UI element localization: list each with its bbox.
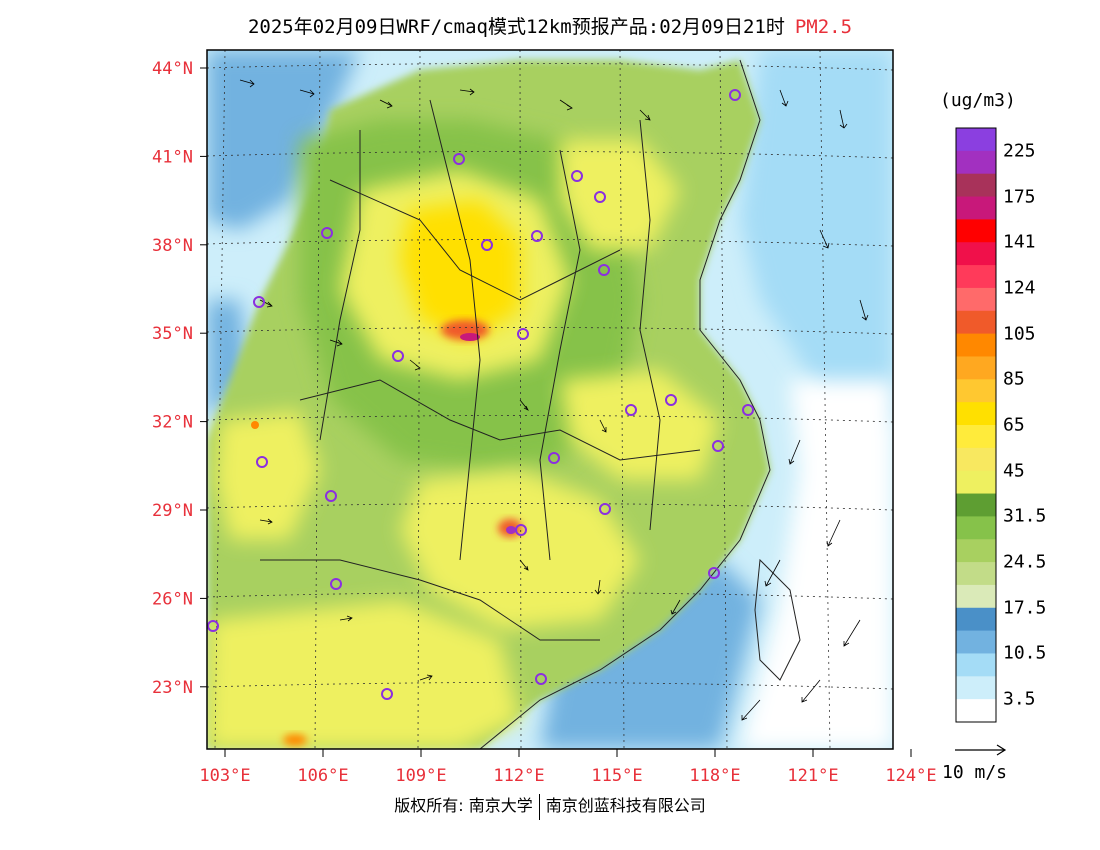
lon-tick-label: 103°E xyxy=(199,766,250,786)
pollutant-species: PM2.5 xyxy=(794,16,853,38)
colorbar-label: 31.5 xyxy=(1003,505,1047,527)
units-label: (ug/m3) xyxy=(940,90,1016,111)
colorbar-swatch xyxy=(956,402,996,426)
lon-tick-label: 112°E xyxy=(493,766,544,786)
colorbar-swatch xyxy=(956,196,996,220)
lat-tick-label: 29°N xyxy=(152,501,193,521)
latitude-axis: 44°N 41°N 38°N 35°N 32°N 29°N 26°N 23°N xyxy=(152,59,207,698)
colorbar-border xyxy=(955,127,997,723)
lat-tick-label: 32°N xyxy=(152,413,193,433)
colorbar-swatch xyxy=(956,447,996,472)
colorbar-label: 225 xyxy=(1003,140,1036,162)
reference-vector-arrow xyxy=(955,744,1007,756)
concentration-field xyxy=(207,50,893,749)
lon-tick-label: 118°E xyxy=(689,766,740,786)
colorbar-label: 3.5 xyxy=(1003,688,1036,710)
colorbar-label: 124 xyxy=(1003,277,1036,299)
colorbar-swatch xyxy=(956,173,996,198)
lon-tick-label: 124°E xyxy=(885,766,936,786)
longitude-axis: 103°E 106°E 109°E 112°E 115°E 118°E 121°E 124°E xyxy=(199,749,937,786)
colorbar-swatch xyxy=(956,128,996,152)
colorbar-swatch xyxy=(956,219,996,243)
lat-tick-label: 26°N xyxy=(152,589,193,609)
colorbar-swatch xyxy=(956,630,996,654)
colorbar-label: 45 xyxy=(1003,460,1025,482)
lon-tick-label: 115°E xyxy=(591,766,642,786)
colorbar-swatch xyxy=(956,676,996,700)
colorbar-swatch xyxy=(956,150,996,175)
colorbar-swatch xyxy=(956,333,996,357)
copyright-company: 南京创蓝科技有限公司 xyxy=(545,796,706,815)
title-text: 2025年02月09日WRF/cmaq模式12km预报产品:02月09日21时 xyxy=(247,16,785,38)
colorbar-swatch xyxy=(956,287,996,312)
lat-tick-label: 38°N xyxy=(152,236,193,256)
map-frame xyxy=(206,49,894,750)
colorbar-label: 17.5 xyxy=(1003,597,1047,619)
colorbar-label: 105 xyxy=(1003,323,1036,345)
colorbar-swatch xyxy=(956,265,996,289)
colorbar-label: 141 xyxy=(1003,231,1036,253)
lat-tick-label: 44°N xyxy=(152,59,193,79)
map-title: 2025年02月09日WRF/cmaq模式12km预报产品:02月09日21时 P… xyxy=(0,12,1100,39)
colorbar-label: 24.5 xyxy=(1003,551,1047,573)
colorbar-swatch xyxy=(956,242,996,266)
footer-separator xyxy=(538,793,540,820)
colorbar-swatch xyxy=(956,539,996,563)
lat-tick-label: 41°N xyxy=(152,147,193,167)
colorbar-swatch xyxy=(956,516,996,540)
lon-tick-label: 121°E xyxy=(787,766,838,786)
colorbar-label: 10.5 xyxy=(1003,642,1047,664)
reference-vector-label: 10 m/s xyxy=(942,762,1008,783)
lon-tick-label: 109°E xyxy=(395,766,446,786)
colorbar-swatch xyxy=(956,493,996,517)
copyright-owner: 版权所有: 南京大学 xyxy=(394,796,533,815)
lat-tick-label: 35°N xyxy=(152,324,193,344)
colorbar-swatch xyxy=(956,310,996,335)
colorbar-swatch xyxy=(956,356,996,380)
colorbar-label: 85 xyxy=(1003,368,1025,390)
lat-tick-label: 23°N xyxy=(152,678,193,698)
colorbar-swatch xyxy=(956,562,996,586)
colorbar-swatch xyxy=(956,653,996,677)
colorbar-swatch xyxy=(956,379,996,403)
colorbar-swatch xyxy=(956,584,996,609)
colorbar-swatch xyxy=(956,607,996,632)
colorbar-swatch xyxy=(956,425,996,449)
colorbar-label: 65 xyxy=(1003,414,1025,436)
colorbar-label: 175 xyxy=(1003,186,1036,208)
lon-tick-label: 106°E xyxy=(297,766,348,786)
colorbar xyxy=(955,127,997,723)
colorbar-swatch xyxy=(956,470,996,495)
colorbar-swatch xyxy=(956,699,996,723)
copyright-footer: 版权所有: 南京大学 南京创蓝科技有限公司 xyxy=(0,792,1100,820)
